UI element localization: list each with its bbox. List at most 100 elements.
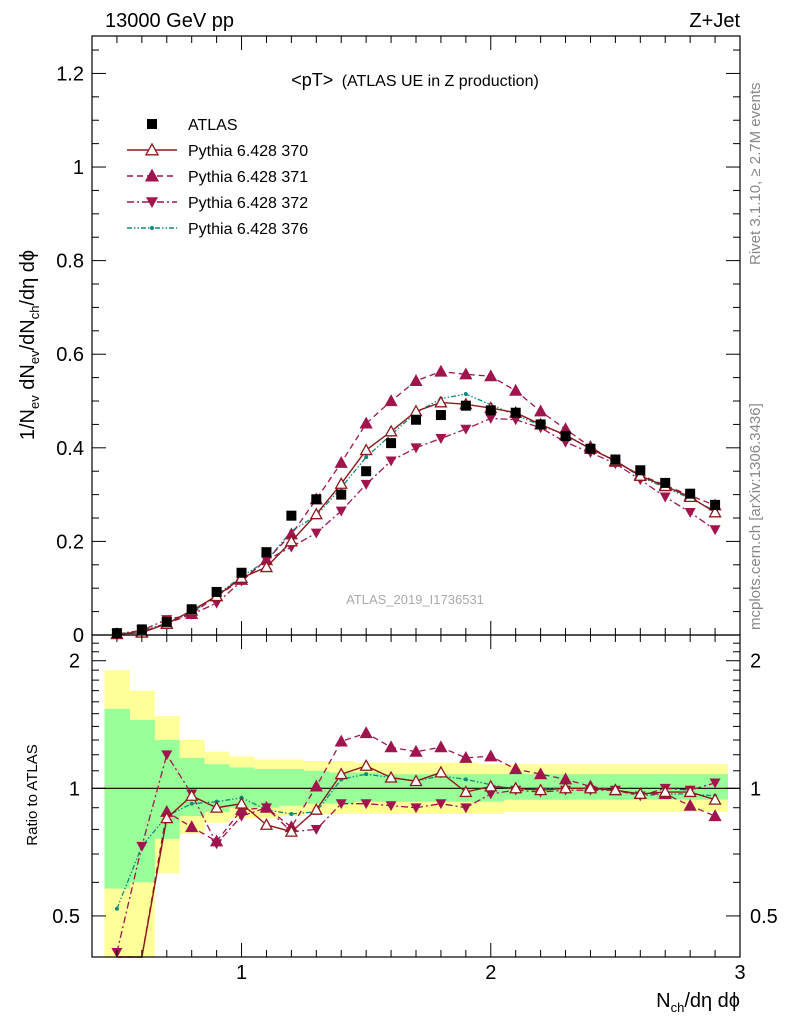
header-left: 13000 GeV pp <box>105 10 234 32</box>
ratio-point-p370 <box>558 781 573 794</box>
ratio-point-p372 <box>410 803 422 814</box>
ratio-point-p372 <box>360 799 372 810</box>
ratio-point-p372 <box>161 750 173 761</box>
point-p372 <box>510 415 522 426</box>
legend-entry-p372: Pythia 6.428 372 <box>127 195 308 212</box>
point-data <box>311 494 322 505</box>
ratio-point-p370 <box>234 796 249 809</box>
point-data <box>585 443 596 454</box>
ratio-point-p371 <box>484 749 498 762</box>
ratio-point-p371 <box>459 751 473 763</box>
point-p372 <box>435 434 447 444</box>
ratio-point-p370 <box>484 779 498 792</box>
point-data <box>336 489 347 500</box>
point-data <box>535 419 546 430</box>
mcplots-source-text: mcplots.cern.ch [arXiv:1306.3436] <box>747 403 764 630</box>
main-y-tick-label: 0.8 <box>56 251 84 273</box>
main-y-tick-label: 0.2 <box>56 531 84 553</box>
point-p372 <box>310 528 322 539</box>
main-y-tick-label: 0.4 <box>56 438 84 460</box>
point-data <box>136 624 147 635</box>
legend-entry-p370: Pythia 6.428 370 <box>127 142 308 160</box>
point-data <box>635 465 646 476</box>
ratio-band-inner <box>353 772 380 802</box>
ratio-point-p370 <box>210 800 224 813</box>
point-p370 <box>334 477 348 489</box>
ratio-point-p370 <box>434 765 448 778</box>
ratio-point-p370 <box>185 789 199 801</box>
point-p370 <box>259 560 274 573</box>
ratio-point-p372 <box>136 841 148 852</box>
legend-label: Pythia 6.428 372 <box>188 195 308 212</box>
point-p371 <box>409 374 423 386</box>
legend-label: ATLAS <box>188 117 238 134</box>
ratio-point-p372 <box>709 778 721 789</box>
legend-label: Pythia 6.428 371 <box>188 169 308 186</box>
title-sub: (ATLAS UE in Z production) <box>342 73 539 90</box>
ratio-point-p370 <box>708 792 722 805</box>
point-data <box>286 510 297 521</box>
ratio-point-p371 <box>409 744 423 757</box>
legend-marker <box>144 142 160 156</box>
legend-marker <box>146 197 158 208</box>
point-data <box>236 567 247 578</box>
ratio-point-p370 <box>583 781 598 794</box>
point-data <box>211 586 222 597</box>
main-y-tick-label: 0.6 <box>56 344 84 366</box>
point-data <box>685 488 696 499</box>
point-p370 <box>284 534 298 547</box>
analysis-watermark: ATLAS_2019_I1736531 <box>346 592 484 607</box>
ratio-y-tick-label: 2 <box>69 651 80 673</box>
point-p372 <box>360 479 372 490</box>
point-p372 <box>709 525 721 536</box>
legend-marker <box>147 119 157 129</box>
point-p370 <box>309 507 323 520</box>
rivet-version-text: Rivet 3.1.10, ≥ 2.7M events <box>747 83 764 266</box>
point-data <box>261 547 272 558</box>
ratio-point-p370 <box>658 785 672 798</box>
ratio-y-tick-label: 1 <box>69 778 80 800</box>
point-p370 <box>633 469 647 481</box>
point-p371 <box>534 404 548 417</box>
point-data <box>710 499 721 510</box>
point-p371 <box>459 367 473 380</box>
point-data <box>610 454 621 465</box>
ratio-point-p376 <box>114 906 119 911</box>
point-p371 <box>384 394 398 407</box>
ratio-band-inner <box>104 708 130 889</box>
point-data <box>111 628 122 639</box>
x-tick-label: 1 <box>236 962 247 984</box>
point-p371 <box>434 364 448 377</box>
point-p376 <box>463 391 468 396</box>
point-p370 <box>434 395 448 408</box>
point-p372 <box>410 443 422 454</box>
point-p370 <box>359 443 373 456</box>
ratio-band-inner <box>179 757 205 817</box>
ratio-point-p370 <box>509 781 523 794</box>
ratio-y-axis-label: Ratio to ATLAS <box>24 744 41 845</box>
legend: ATLAS Pythia 6.428 370 Pythia 6.428 371 Pyt… <box>127 117 308 238</box>
legend-marker <box>144 168 160 182</box>
legend-label: Pythia 6.428 376 <box>188 221 308 238</box>
ratio-y-tick-label: 0.5 <box>52 906 80 928</box>
point-data <box>435 410 446 421</box>
ratio-point-p371 <box>334 734 348 747</box>
point-p376 <box>364 455 369 460</box>
point-data <box>560 431 571 442</box>
legend-entry-p371: Pythia 6.428 371 <box>127 168 308 186</box>
legend-entry-p376: Pythia 6.428 376 <box>127 221 308 238</box>
ratio-point-p371 <box>210 834 224 847</box>
point-p371 <box>509 383 523 396</box>
ratio-point-p371 <box>534 767 548 780</box>
ratio-point-p376 <box>364 772 369 777</box>
point-data <box>386 438 397 449</box>
ratio-point-p371 <box>185 820 199 833</box>
ratio-point-p371 <box>384 740 398 753</box>
point-p371 <box>359 416 373 429</box>
point-p372 <box>335 506 347 517</box>
point-data <box>161 616 172 627</box>
ratio-point-p371 <box>509 762 523 775</box>
ratio-point-p372 <box>485 789 497 800</box>
main-y-tick-label: 1.2 <box>56 63 84 85</box>
ratio-y-tick-label-right: 0.5 <box>750 906 778 928</box>
